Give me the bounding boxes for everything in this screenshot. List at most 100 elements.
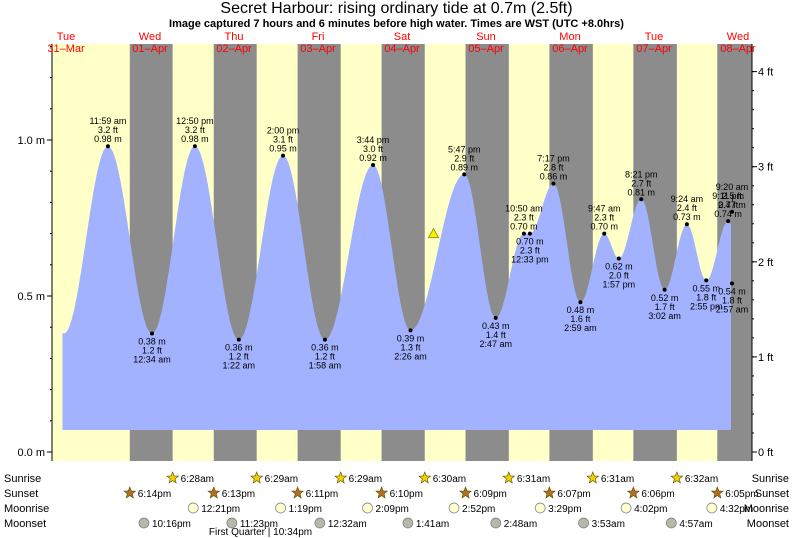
tide-time: 1:58 am xyxy=(309,361,342,371)
day-date-label: 02–Apr xyxy=(216,43,252,55)
moonrise-moon-icon xyxy=(620,502,632,514)
sunset-time: 6:10pm xyxy=(390,489,423,500)
moonrise-time: 4:02pm xyxy=(634,504,667,515)
tide-area xyxy=(62,146,731,452)
tide-time: 2:57 am xyxy=(716,305,749,315)
tide-height-ft: 1.8 ft xyxy=(722,296,743,306)
tide-time: 2:47 am xyxy=(479,339,512,349)
tide-height-m: 0.55 m xyxy=(692,283,720,293)
tide-height-m: 0.62 m xyxy=(605,262,633,272)
moonset-moon-icon xyxy=(138,517,150,529)
sunset-time: 6:07pm xyxy=(557,489,590,500)
tide-height-m: 0.98 m xyxy=(94,134,122,144)
tide-height-m: 0.73 m xyxy=(673,212,701,222)
tide-height-m: 0.52 m xyxy=(651,293,679,303)
night-band-base xyxy=(633,430,677,452)
tide-height-m: 0.95 m xyxy=(269,144,297,154)
day-name-label: Sun xyxy=(476,31,496,43)
tide-point xyxy=(462,172,467,177)
tide-height-ft: 2.0 ft xyxy=(609,271,630,281)
day-date-label: 06–Apr xyxy=(552,43,588,55)
day-date-label: 01–Apr xyxy=(132,43,168,55)
tide-height-m: 0.70 m xyxy=(510,222,538,232)
day-name-label: Tue xyxy=(645,31,664,43)
sunset-star-icon xyxy=(207,486,221,499)
tide-point xyxy=(551,181,556,186)
moonset-moon-icon xyxy=(665,517,677,529)
tide-height-ft: 2.5 ft xyxy=(722,191,743,201)
day-name-label: Wed xyxy=(727,31,749,43)
axes: 0.0 m 0.5 m 1.0 m 0 ft 1 ft 2 ft 3 ft 4 ft xyxy=(17,44,773,461)
tide-time: 7:17 pm xyxy=(537,154,570,164)
tide-height-ft: 1.8 ft xyxy=(696,292,717,302)
moonset-row-label-right: Moonset xyxy=(747,518,789,530)
tide-time: 5:47 pm xyxy=(448,144,481,154)
tide-height-m: 0.36 m xyxy=(311,343,339,353)
tide-point xyxy=(704,278,709,283)
tide-point xyxy=(408,328,413,333)
sunset-star-icon xyxy=(291,486,305,499)
tide-height-ft: 2.9 ft xyxy=(454,153,475,163)
day-name-label: Mon xyxy=(559,31,580,43)
moonset-row-label: Moonset xyxy=(4,518,46,530)
tide-height-ft: 1.7 ft xyxy=(655,302,676,312)
tide-time: 2:26 am xyxy=(394,351,427,361)
tide-height-ft: 2.4 ft xyxy=(718,200,739,210)
sunrise-star-icon xyxy=(166,471,180,484)
day-name-label: Sat xyxy=(394,31,411,43)
moonset-moon-icon xyxy=(314,517,326,529)
day-name-label: Wed xyxy=(139,31,161,43)
sunset-star-icon xyxy=(375,486,389,499)
tide-time: 9:20 am xyxy=(716,182,749,192)
day-date-label: 07–Apr xyxy=(636,43,672,55)
day-date-label: 05–Apr xyxy=(468,43,504,55)
tide-height-m: 0.86 m xyxy=(540,172,568,182)
tide-time: 1:57 pm xyxy=(603,280,636,290)
sunset-time: 6:09pm xyxy=(474,489,507,500)
sunset-time: 6:14pm xyxy=(138,489,171,500)
tide-height-m: 0.92 m xyxy=(359,153,387,163)
tide-time: 12:50 pm xyxy=(176,116,214,126)
tide-point xyxy=(192,144,197,149)
moonset-time: 4:57am xyxy=(679,519,712,530)
sunrise-time: 6:29am xyxy=(349,474,382,485)
day-date-label: 31–Mar xyxy=(47,43,85,55)
tide-point xyxy=(616,256,621,261)
tide-height-ft: 1.2 ft xyxy=(142,345,163,355)
moonset-time: 12:32am xyxy=(328,519,367,530)
sunrise-time: 6:29am xyxy=(265,474,298,485)
tide-point xyxy=(684,222,689,227)
tide-point xyxy=(236,337,241,342)
right-axis-tick-label: 0 ft xyxy=(758,447,773,459)
moonrise-moon-icon xyxy=(362,502,373,514)
tide-height-ft: 1.3 ft xyxy=(400,342,421,352)
tide-point xyxy=(281,153,285,158)
tide-time: 12:34 am xyxy=(133,354,171,364)
tide-height-m: 0.38 m xyxy=(138,336,166,346)
day-date-label: 08–Apr xyxy=(720,43,756,55)
tide-height-ft: 2.3 ft xyxy=(520,246,541,256)
tide-height-ft: 3.2 ft xyxy=(185,125,206,135)
tide-height-ft: 2.7 ft xyxy=(631,178,652,188)
sunset-time: 6:13pm xyxy=(222,489,255,500)
moonrise-time: 3:29pm xyxy=(548,504,581,515)
right-axis-tick-label: 4 ft xyxy=(758,67,773,79)
sunrise-row-label-right: Sunrise xyxy=(752,473,789,485)
tide-time: 2:59 am xyxy=(564,323,597,333)
moonrise-moon-icon xyxy=(534,502,546,514)
moonrise-row-label-right: Moonrise xyxy=(744,503,789,515)
tide-height-m: 0.98 m xyxy=(181,134,209,144)
tide-point xyxy=(527,231,532,236)
night-band-base xyxy=(381,430,425,452)
right-axis-tick-label: 3 ft xyxy=(758,162,773,174)
tide-time: 12:33 pm xyxy=(511,255,549,265)
sunset-row-label: Sunset xyxy=(4,488,38,500)
tide-height-m: 0.81 m xyxy=(627,187,655,197)
tide-time: 10:50 am xyxy=(505,204,543,214)
left-axis-tick-label: 0.5 m xyxy=(17,291,45,303)
moonset-time: 10:16pm xyxy=(152,519,191,530)
tide-height-ft: 3.1 ft xyxy=(273,135,294,145)
right-axis-tick-label: 1 ft xyxy=(758,352,773,364)
